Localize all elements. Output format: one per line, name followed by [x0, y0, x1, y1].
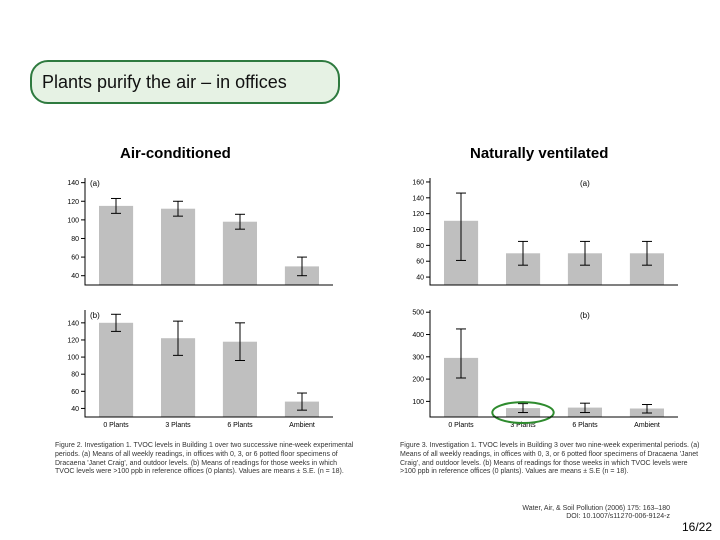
- svg-text:80: 80: [416, 243, 424, 250]
- svg-text:120: 120: [412, 211, 424, 218]
- svg-text:3 Plants: 3 Plants: [165, 422, 191, 429]
- svg-text:100: 100: [67, 355, 79, 362]
- svg-text:(a): (a): [580, 179, 590, 188]
- svg-text:40: 40: [71, 273, 79, 280]
- svg-text:300: 300: [412, 354, 424, 361]
- svg-text:120: 120: [67, 337, 79, 344]
- svg-text:120: 120: [67, 199, 79, 206]
- citation: Water, Air, & Soil Pollution (2006) 175:…: [522, 505, 670, 523]
- svg-text:400: 400: [412, 332, 424, 339]
- svg-text:140: 140: [67, 180, 79, 187]
- svg-text:40: 40: [416, 275, 424, 282]
- svg-text:(b): (b): [580, 311, 590, 320]
- column-label-left: Air-conditioned: [120, 145, 231, 162]
- svg-text:(a): (a): [90, 179, 100, 188]
- svg-text:160: 160: [412, 179, 424, 186]
- svg-text:6 Plants: 6 Plants: [227, 422, 253, 429]
- caption-left: Figure 2. Investigation 1. TVOC levels i…: [55, 442, 355, 477]
- chart-left-top: 40 60 80 100 120 140 (a): [55, 170, 340, 300]
- svg-text:100: 100: [67, 217, 79, 224]
- slide-title-box: Plants purify the air – in offices: [30, 60, 340, 104]
- svg-text:6 Plants: 6 Plants: [572, 422, 598, 429]
- svg-text:500: 500: [412, 310, 424, 317]
- svg-text:60: 60: [71, 255, 79, 262]
- svg-text:100: 100: [412, 399, 424, 406]
- chart-left-bottom: 0 Plants 3 Plants 6 Plants Ambient 40 60 80 100…: [55, 302, 340, 432]
- slide-title: Plants purify the air – in offices: [42, 72, 287, 93]
- svg-text:140: 140: [67, 320, 79, 327]
- citation-line1: Water, Air, & Soil Pollution (2006) 175:…: [522, 505, 670, 514]
- svg-text:0 Plants: 0 Plants: [448, 422, 474, 429]
- svg-text:(b): (b): [90, 311, 100, 320]
- svg-text:40: 40: [71, 406, 79, 413]
- svg-text:80: 80: [71, 372, 79, 379]
- svg-text:80: 80: [71, 236, 79, 243]
- svg-text:Ambient: Ambient: [289, 422, 315, 429]
- chart-right-top: 40 60 80 100 120 140 160 (a): [400, 170, 685, 300]
- svg-text:100: 100: [412, 227, 424, 234]
- caption-right: Figure 3. Investigation 1. TVOC levels i…: [400, 442, 700, 477]
- svg-text:0 Plants: 0 Plants: [103, 422, 129, 429]
- svg-text:200: 200: [412, 377, 424, 384]
- svg-text:60: 60: [416, 259, 424, 266]
- svg-text:Ambient: Ambient: [634, 422, 660, 429]
- svg-text:60: 60: [71, 389, 79, 396]
- svg-text:140: 140: [412, 195, 424, 202]
- chart-right-bottom: 0 Plants3 Plants6 PlantsAmbient100200300…: [400, 302, 685, 432]
- page-number: 16/22: [682, 520, 712, 534]
- column-label-right: Naturally ventilated: [470, 145, 608, 162]
- citation-line2: DOI: 10.1007/s11270-006-9124-z: [522, 513, 670, 522]
